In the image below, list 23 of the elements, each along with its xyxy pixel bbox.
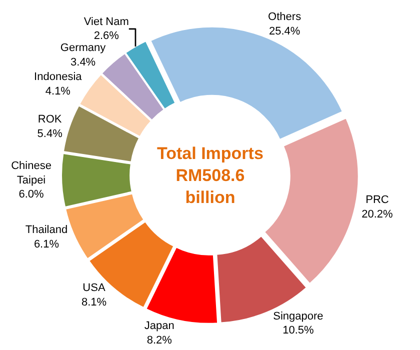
data-label: 2.6% [94, 30, 120, 42]
data-label: 8.1% [81, 296, 107, 308]
data-label: 6.0% [18, 188, 44, 201]
slice-label: Germany [60, 42, 106, 54]
slice-label: Thailand [25, 224, 68, 236]
slice-label: Others [268, 10, 302, 23]
slice-label: ROK [38, 113, 62, 126]
slice-label: Viet Nam [84, 16, 129, 28]
data-label: 3.4% [70, 56, 96, 68]
slice-label: PRC [366, 194, 389, 206]
data-label: 8.2% [146, 334, 172, 346]
data-label: 20.2% [362, 208, 394, 221]
data-label: 4.1% [45, 85, 71, 98]
data-label: 5.4% [37, 128, 63, 140]
slice-label: Japan [144, 320, 174, 332]
slice-label: Indonesia [34, 70, 83, 83]
data-label: 25.4% [268, 25, 300, 38]
slice-label: Chinese Taipei [11, 160, 52, 186]
data-label: 10.5% [282, 324, 314, 337]
data-label: 6.1% [34, 238, 60, 250]
slice-label: USA [82, 282, 106, 294]
slice-label: Singapore [273, 310, 324, 322]
text: Total Imports RM508.6 billion [157, 144, 264, 208]
